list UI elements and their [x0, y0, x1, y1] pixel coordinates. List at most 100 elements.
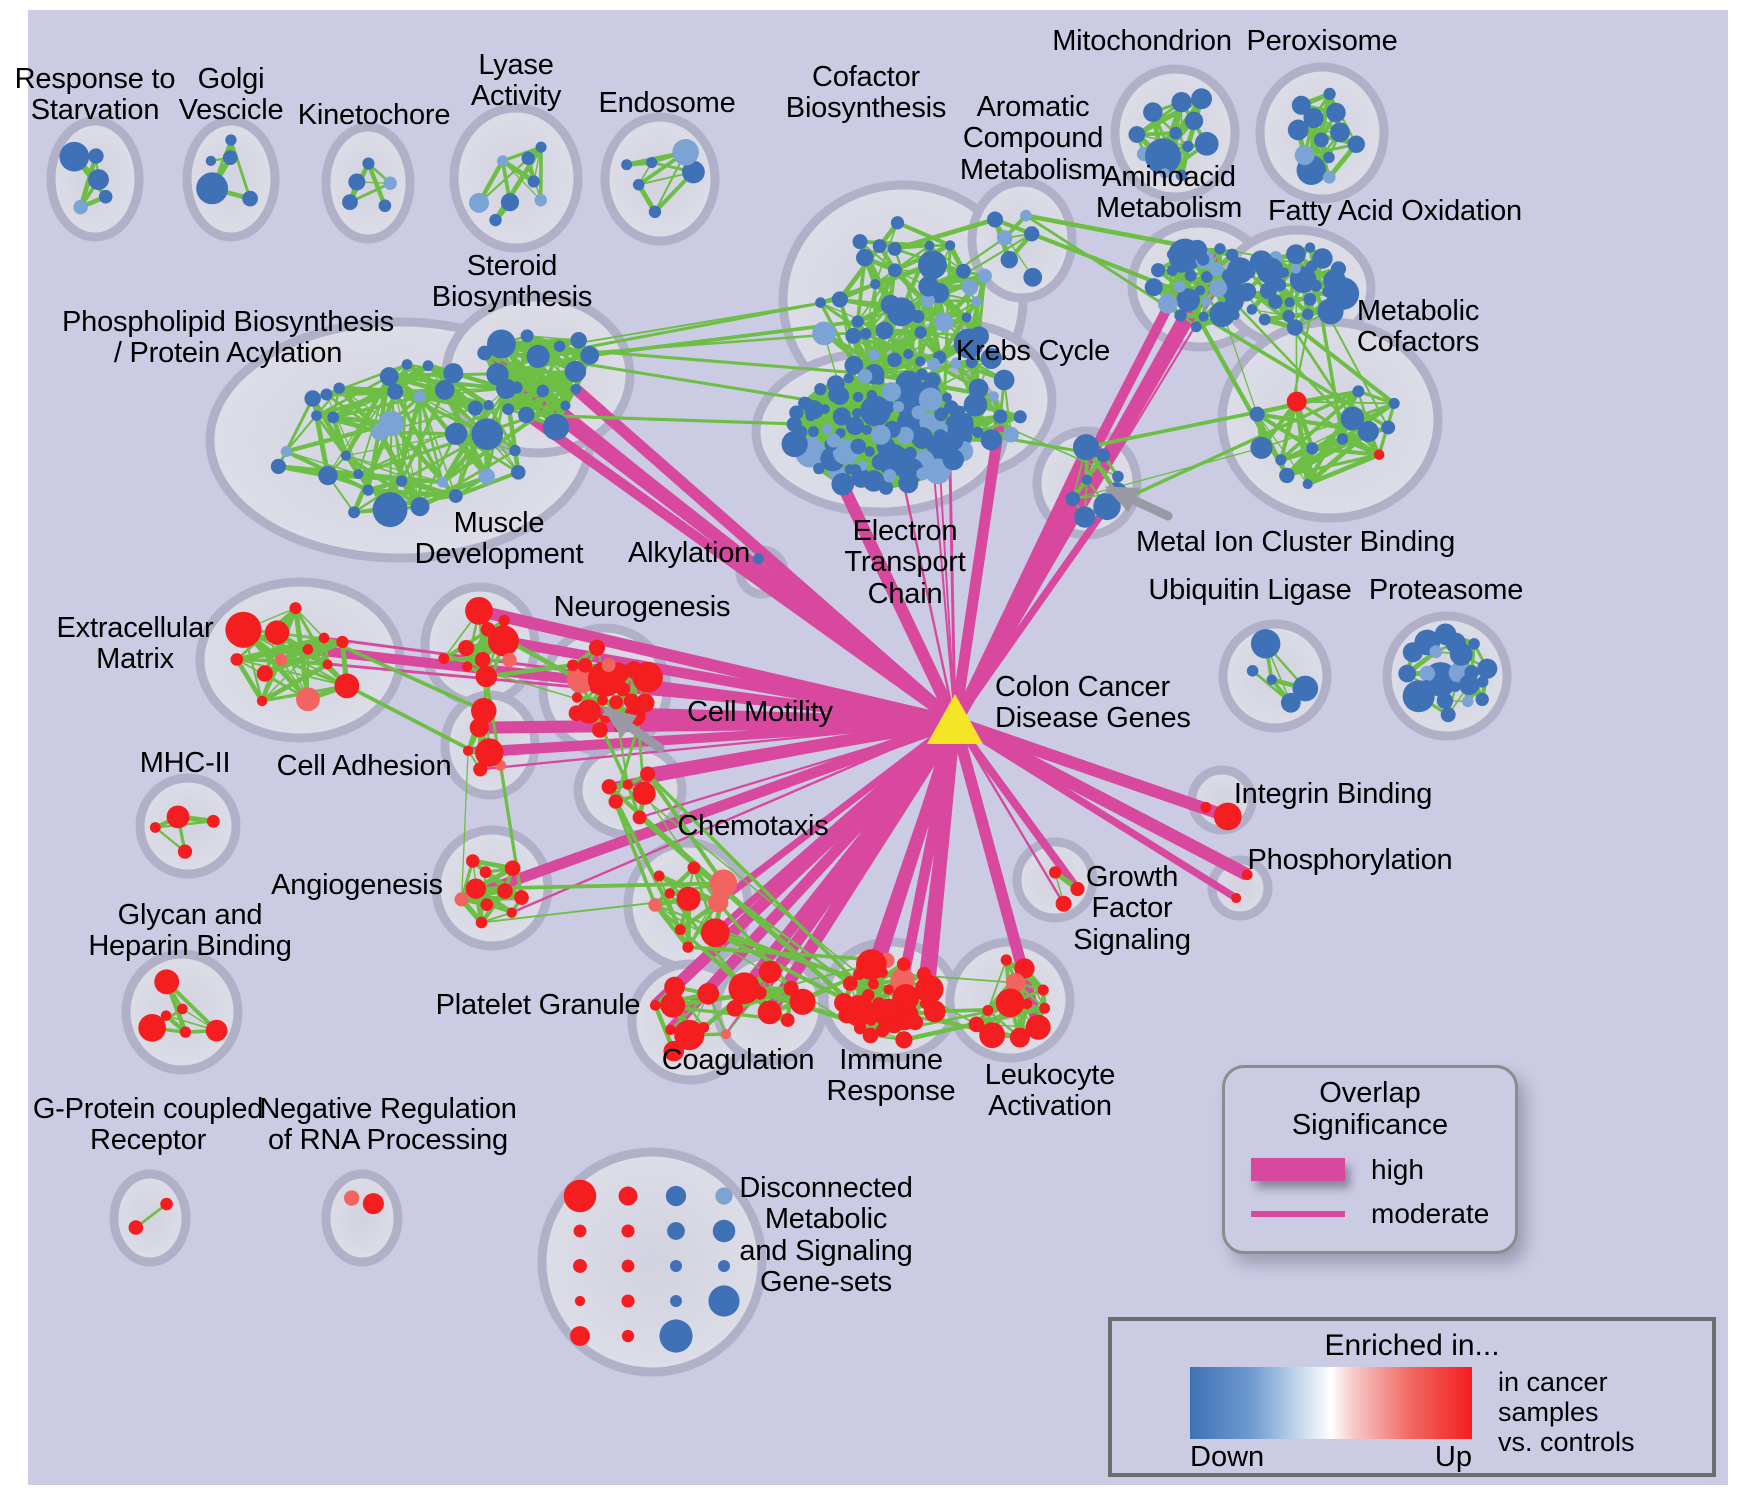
gene-set-node[interactable] — [883, 469, 897, 483]
gene-set-node[interactable] — [362, 1193, 384, 1215]
gene-set-node[interactable] — [478, 468, 495, 485]
gene-set-node[interactable] — [1182, 140, 1194, 152]
gene-set-node[interactable] — [574, 1295, 586, 1307]
gene-set-node[interactable] — [852, 234, 868, 250]
gene-set-node[interactable] — [1458, 674, 1480, 696]
gene-set-node[interactable] — [720, 1028, 732, 1040]
gene-set-node[interactable] — [712, 1219, 736, 1243]
gene-set-node[interactable] — [915, 356, 926, 367]
gene-set-node[interactable] — [867, 978, 879, 990]
gene-set-node[interactable] — [1330, 122, 1350, 143]
gene-set-node[interactable] — [1169, 126, 1183, 140]
gene-set-node[interactable] — [670, 1295, 682, 1307]
gene-set-node[interactable] — [1294, 145, 1315, 166]
gene-set-node[interactable] — [907, 1014, 924, 1031]
gene-set-node[interactable] — [526, 344, 550, 368]
gene-set-node[interactable] — [640, 766, 656, 782]
gene-set-node[interactable] — [624, 661, 643, 679]
gene-set-node[interactable] — [205, 1019, 228, 1042]
gene-set-node[interactable] — [1194, 131, 1219, 156]
gene-set-node[interactable] — [502, 652, 517, 668]
gene-set-node[interactable] — [437, 476, 448, 488]
gene-set-node[interactable] — [1021, 998, 1033, 1010]
gene-set-node[interactable] — [1143, 102, 1163, 122]
gene-set-node[interactable] — [1024, 226, 1040, 242]
gene-set-node[interactable] — [1014, 958, 1035, 979]
gene-set-node[interactable] — [883, 984, 894, 995]
hub-node[interactable] — [927, 694, 983, 744]
gene-set-node[interactable] — [1429, 645, 1443, 659]
gene-set-node[interactable] — [780, 1013, 795, 1027]
gene-set-node[interactable] — [483, 400, 494, 411]
gene-set-node[interactable] — [487, 625, 519, 657]
gene-set-node[interactable] — [1231, 893, 1242, 904]
gene-set-node[interactable] — [1475, 692, 1489, 707]
gene-set-node[interactable] — [1225, 248, 1239, 262]
gene-set-node[interactable] — [918, 276, 939, 297]
gene-set-node[interactable] — [1200, 296, 1212, 308]
gene-set-node[interactable] — [831, 472, 855, 496]
gene-set-node[interactable] — [560, 400, 571, 411]
gene-set-node[interactable] — [943, 430, 964, 451]
gene-set-node[interactable] — [1013, 410, 1027, 424]
gene-set-node[interactable] — [1352, 385, 1365, 398]
gene-set-node[interactable] — [1166, 248, 1178, 260]
gene-set-node[interactable] — [88, 148, 104, 164]
gene-set-node[interactable] — [1184, 111, 1204, 131]
gene-set-node[interactable] — [875, 321, 894, 340]
gene-set-node[interactable] — [1398, 664, 1417, 683]
gene-set-node[interactable] — [862, 470, 885, 492]
gene-set-node[interactable] — [916, 967, 932, 982]
gene-set-node[interactable] — [1290, 263, 1301, 274]
gene-set-node[interactable] — [1304, 242, 1316, 253]
gene-set-node[interactable] — [697, 982, 720, 1005]
gene-set-node[interactable] — [1209, 262, 1224, 277]
gene-set-node[interactable] — [648, 898, 662, 912]
gene-set-node[interactable] — [318, 465, 338, 486]
gene-set-node[interactable] — [1200, 801, 1212, 813]
gene-set-node[interactable] — [504, 860, 521, 877]
gene-set-node[interactable] — [676, 886, 701, 911]
gene-set-node[interactable] — [395, 475, 408, 487]
gene-set-node[interactable] — [160, 1197, 173, 1211]
gene-set-node[interactable] — [965, 356, 978, 369]
gene-set-node[interactable] — [509, 444, 521, 457]
gene-set-node[interactable] — [179, 1026, 192, 1038]
gene-set-node[interactable] — [971, 296, 982, 307]
gene-set-node[interactable] — [473, 762, 488, 777]
gene-set-node[interactable] — [1171, 92, 1192, 113]
gene-set-node[interactable] — [342, 194, 358, 211]
gene-set-node[interactable] — [59, 141, 90, 172]
gene-set-node[interactable] — [621, 1224, 635, 1238]
gene-set-node[interactable] — [885, 1016, 903, 1034]
gene-set-node[interactable] — [1373, 449, 1385, 460]
gene-set-node[interactable] — [1312, 248, 1333, 269]
gene-set-node[interactable] — [577, 658, 593, 673]
gene-set-node[interactable] — [665, 1185, 687, 1207]
gene-set-node[interactable] — [205, 155, 217, 167]
gene-set-node[interactable] — [708, 1285, 740, 1317]
gene-set-node[interactable] — [911, 309, 925, 324]
gene-set-node[interactable] — [918, 250, 947, 280]
gene-set-node[interactable] — [230, 653, 244, 666]
gene-set-node[interactable] — [1005, 973, 1026, 993]
gene-set-node[interactable] — [443, 363, 464, 384]
gene-set-node[interactable] — [510, 381, 523, 394]
gene-set-node[interactable] — [1023, 267, 1043, 287]
gene-set-node[interactable] — [927, 357, 941, 371]
gene-set-node[interactable] — [996, 230, 1013, 246]
gene-set-node[interactable] — [870, 424, 891, 445]
gene-set-node[interactable] — [1347, 135, 1365, 154]
gene-set-node[interactable] — [1025, 1014, 1051, 1040]
gene-set-node[interactable] — [831, 291, 848, 308]
gene-set-node[interactable] — [340, 450, 352, 461]
gene-set-node[interactable] — [852, 408, 863, 419]
gene-set-node[interactable] — [941, 392, 952, 403]
gene-set-node[interactable] — [580, 346, 600, 365]
gene-set-node[interactable] — [1357, 421, 1379, 443]
gene-set-node[interactable] — [588, 639, 606, 656]
gene-set-node[interactable] — [1128, 126, 1146, 143]
gene-set-node[interactable] — [486, 363, 509, 386]
gene-set-node[interactable] — [444, 422, 468, 446]
gene-set-node[interactable] — [849, 464, 862, 476]
